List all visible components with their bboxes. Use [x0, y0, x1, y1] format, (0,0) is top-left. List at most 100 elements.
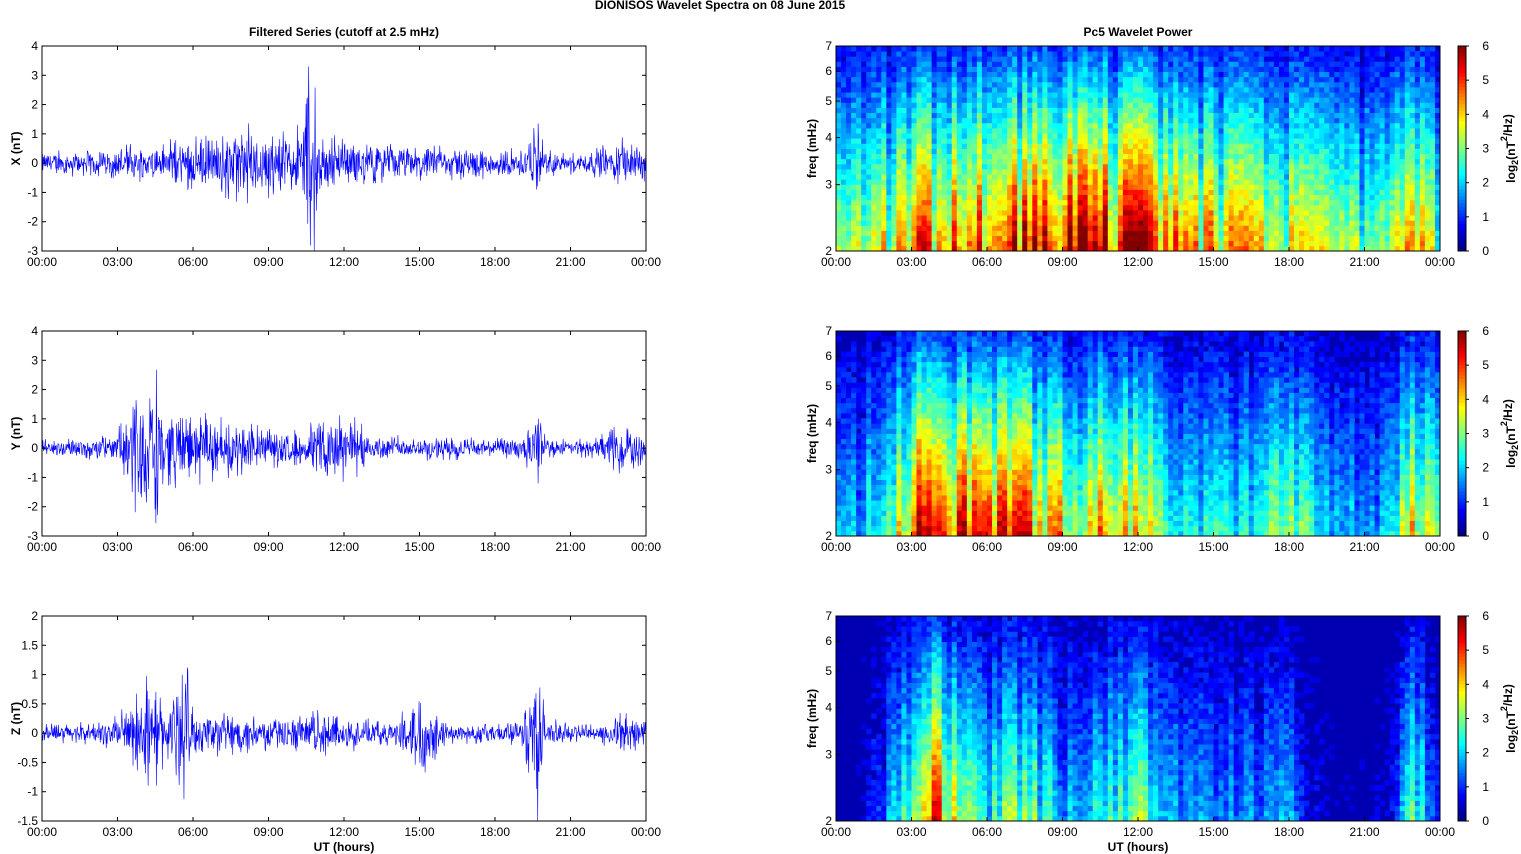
- heatmap-cell: [1369, 220, 1375, 226]
- heatmap-cell: [1404, 174, 1411, 180]
- heatmap-cell: [951, 128, 958, 134]
- heatmap-cell: [1173, 194, 1179, 201]
- heatmap-cell: [836, 61, 842, 67]
- heatmap-cell: [1178, 76, 1184, 83]
- heatmap-cell: [1188, 184, 1194, 190]
- heatmap-cell: [1047, 133, 1053, 139]
- heatmap-cell: [1419, 210, 1426, 216]
- heatmap-cell: [1394, 102, 1401, 108]
- heatmap-cell: [966, 163, 973, 170]
- heatmap-cell: [931, 122, 938, 129]
- heatmap-cell: [1248, 71, 1255, 78]
- heatmap-cell: [936, 184, 943, 190]
- heatmap-cell: [1153, 92, 1159, 98]
- heatmap-cell: [1299, 235, 1305, 242]
- heatmap-cell: [987, 225, 993, 231]
- heatmap-cell: [1117, 97, 1124, 103]
- heatmap-cell: [896, 87, 902, 93]
- heatmap-cell: [1012, 51, 1018, 57]
- heatmap-cell: [1273, 215, 1280, 221]
- heatmap-cell: [1022, 112, 1028, 119]
- heatmap-cell: [1183, 117, 1189, 124]
- heatmap-cell: [1032, 81, 1038, 88]
- heatmap-cell: [1414, 122, 1421, 129]
- heatmap-cell: [1268, 230, 1275, 237]
- heatmap-cell: [841, 138, 847, 144]
- heatmap-cell: [1379, 158, 1386, 165]
- heatmap-cell: [1304, 143, 1310, 149]
- heatmap-cell: [1414, 230, 1421, 237]
- heatmap-cell: [1012, 240, 1018, 247]
- heatmap-cell: [1243, 179, 1250, 185]
- heatmap-cell: [981, 225, 988, 231]
- heatmap-cell: [1404, 138, 1411, 144]
- heatmap-cell: [1132, 174, 1139, 180]
- heatmap-cell: [846, 245, 852, 252]
- heatmap-cell: [941, 138, 948, 144]
- heatmap-cell: [1324, 92, 1330, 98]
- heatmap-cell: [1072, 163, 1078, 170]
- heatmap-cell: [1178, 92, 1184, 98]
- heatmap-cell: [1017, 107, 1023, 114]
- heatmap-cell: [946, 194, 953, 201]
- heatmap-cell: [1042, 220, 1048, 226]
- heatmap-cell: [1158, 240, 1164, 247]
- heatmap-cell: [1354, 46, 1360, 52]
- heatmap-cell: [1263, 143, 1270, 149]
- heatmap-cell: [976, 92, 983, 98]
- heatmap-cell: [1047, 210, 1053, 216]
- heatmap-cell: [1072, 230, 1078, 237]
- heatmap-cell: [1294, 189, 1300, 196]
- heatmap-cell: [1429, 76, 1436, 83]
- heatmap-cell: [836, 97, 842, 103]
- heatmap-cell: [1213, 87, 1219, 93]
- heatmap-cell: [891, 174, 897, 180]
- heatmap-cell: [1067, 153, 1073, 160]
- heatmap-cell: [1339, 133, 1345, 139]
- heatmap-cell: [987, 245, 993, 252]
- heatmap-cell: [856, 174, 862, 180]
- heatmap-cell: [1329, 153, 1335, 160]
- heatmap-cell: [1228, 112, 1235, 119]
- heatmap-cell: [1148, 107, 1154, 114]
- heatmap-cell: [1092, 148, 1099, 155]
- heatmap-cell: [1228, 76, 1235, 83]
- heatmap-cell: [1168, 87, 1174, 93]
- heatmap-cell: [1278, 245, 1285, 252]
- heatmap-cell: [1062, 148, 1068, 155]
- heatmap-cell: [1032, 117, 1038, 124]
- heatmap-cell: [1183, 61, 1189, 67]
- x-tick-label: 15:00: [404, 825, 434, 839]
- heatmap-cell: [1007, 169, 1013, 175]
- heatmap-cell: [1047, 230, 1053, 237]
- x-tick-label: 00:00: [27, 540, 57, 554]
- heatmap-cell: [856, 112, 862, 119]
- heatmap-cell: [1424, 51, 1431, 57]
- heatmap-cell: [1117, 71, 1124, 78]
- heatmap-cell: [1404, 204, 1411, 211]
- heatmap-cell: [886, 225, 892, 231]
- heatmap-cell: [1434, 158, 1441, 165]
- heatmap-cell: [906, 204, 912, 211]
- heatmap-cell: [921, 210, 927, 216]
- heatmap-cell: [1238, 122, 1245, 129]
- heatmap-cell: [1102, 138, 1109, 144]
- heatmap-cell: [1349, 97, 1355, 103]
- heatmap-cell: [1163, 81, 1169, 88]
- heatmap-cell: [1007, 194, 1013, 201]
- heatmap-cell: [1339, 235, 1345, 242]
- heatmap-cell: [906, 81, 912, 88]
- heatmap-cell: [1042, 102, 1048, 108]
- heatmap-cell: [1314, 97, 1320, 103]
- heatmap-cell: [997, 163, 1003, 170]
- heatmap-cell: [1389, 81, 1396, 88]
- heatmap-cell: [841, 245, 847, 252]
- heatmap-cell: [1319, 102, 1325, 108]
- heatmap-cell: [1359, 138, 1365, 144]
- heatmap-cell: [1263, 66, 1270, 73]
- heatmap-cell: [1092, 184, 1099, 190]
- heatmap-cell: [946, 117, 953, 124]
- heatmap-cell: [841, 112, 847, 119]
- heatmap-cell: [1263, 174, 1270, 180]
- heatmap-cell: [1329, 81, 1335, 88]
